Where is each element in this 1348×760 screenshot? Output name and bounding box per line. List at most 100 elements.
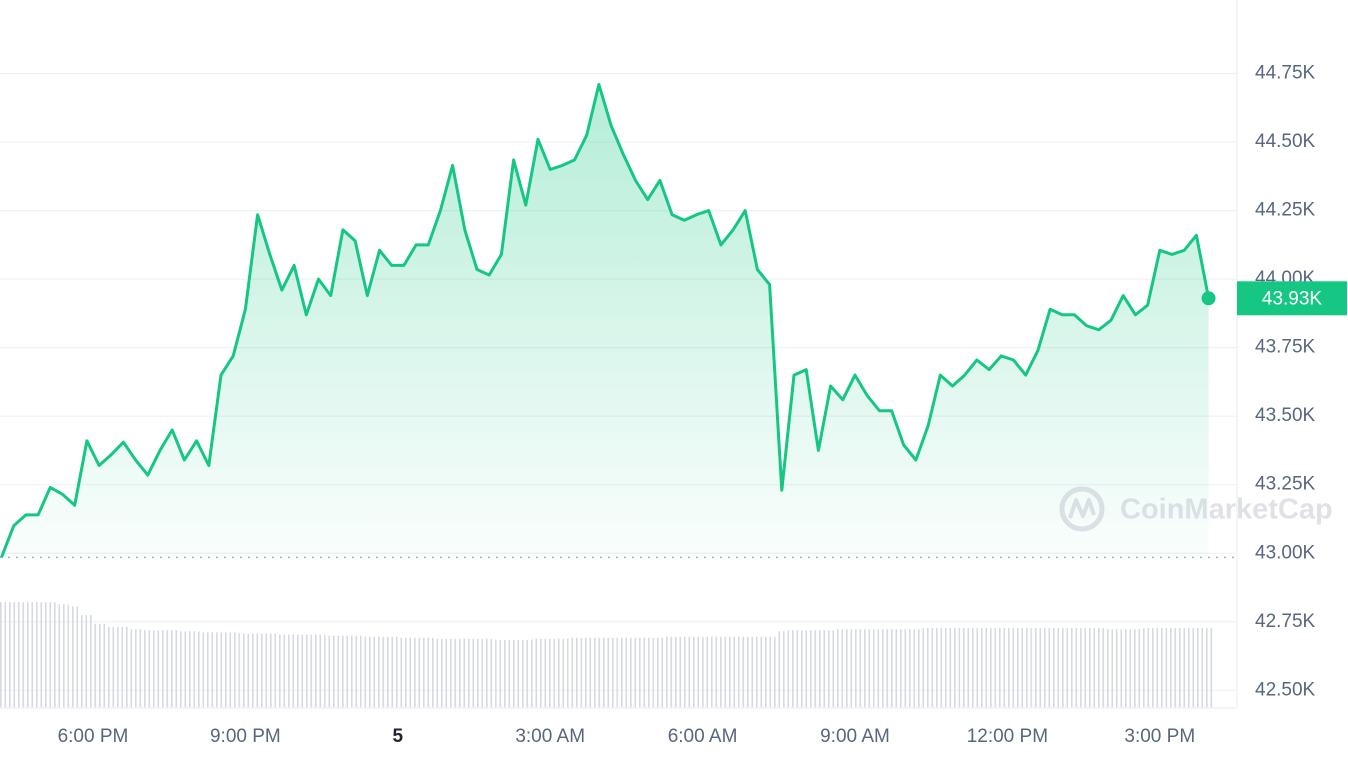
- volume-bar: [178, 631, 191, 708]
- volume-bar: [836, 629, 849, 708]
- volume-bar: [519, 639, 532, 708]
- volume-bar: [824, 630, 837, 708]
- volume-bar: [970, 628, 983, 708]
- volume-bar: [922, 628, 935, 708]
- volume-bar: [617, 637, 630, 708]
- y-tick-label: 43.50K: [1255, 405, 1316, 426]
- volume-bar: [275, 634, 289, 708]
- y-tick-label: 42.50K: [1255, 679, 1316, 700]
- volume-bar: [129, 629, 142, 708]
- volume-bar: [166, 630, 179, 708]
- volume-bar: [580, 637, 593, 708]
- x-tick-label: 9:00 PM: [210, 726, 281, 747]
- volume-bar: [678, 636, 691, 708]
- watermark-text: CoinMarketCap: [1120, 494, 1333, 526]
- volume-bar: [763, 636, 776, 708]
- volume-bar: [214, 632, 228, 708]
- volume-bar: [458, 638, 471, 708]
- volume-bar: [544, 638, 557, 708]
- volume-bar: [251, 633, 264, 708]
- overlay: 42.50K42.75K43.00K43.25K43.50K43.75K44.0…: [58, 63, 1347, 747]
- volume-bar: [434, 638, 447, 708]
- volume-bar: [495, 639, 508, 708]
- volume-bar: [641, 637, 654, 708]
- price-line: [0, 83, 1211, 558]
- volume-bar: [483, 638, 496, 708]
- volume-bar: [982, 628, 996, 708]
- last-point: [1201, 291, 1216, 306]
- volume-bar: [787, 630, 801, 708]
- volume-bar: [1117, 629, 1130, 708]
- volume-bar: [897, 629, 910, 708]
- volume-bar: [312, 634, 325, 708]
- price-area: [1, 84, 1209, 558]
- y-tick-label: 43.25K: [1255, 474, 1316, 495]
- volume-bar: [848, 629, 862, 708]
- volume-bar: [1153, 628, 1166, 708]
- y-tick-label: 44.50K: [1255, 131, 1316, 152]
- volume-bar: [397, 637, 410, 708]
- volume-bar: [288, 634, 301, 708]
- current-price-label: 43.93K: [1262, 288, 1323, 309]
- volume-bar: [300, 634, 313, 708]
- y-tick-label: 42.75K: [1255, 611, 1316, 632]
- volume-bar: [117, 627, 130, 708]
- volume-bar: [239, 633, 252, 708]
- volume-bar: [1043, 628, 1057, 708]
- volume-bar: [446, 638, 459, 708]
- volume-bar: [507, 639, 520, 708]
- volume-bar: [1031, 628, 1044, 708]
- volume-bar: [19, 602, 33, 708]
- volume-bar: [1068, 628, 1081, 708]
- y-tick-label: 44.75K: [1255, 63, 1316, 84]
- y-tick-label: 43.00K: [1255, 542, 1316, 563]
- volume-bar: [153, 630, 167, 708]
- volume-bar: [1129, 629, 1142, 708]
- volume-bar: [263, 633, 276, 708]
- volume-bar: [7, 602, 20, 708]
- volume-bar: [775, 631, 788, 708]
- volume: [0, 602, 1215, 708]
- volume-bar: [385, 636, 398, 708]
- volume-bar: [409, 637, 423, 708]
- volume-bar: [653, 637, 666, 708]
- volume-bar: [556, 638, 569, 708]
- volume-bar: [568, 637, 581, 708]
- volume-bar: [470, 638, 484, 708]
- watermark-logo: [1059, 486, 1105, 532]
- volume-bar: [1178, 628, 1191, 708]
- volume-bar: [349, 635, 362, 708]
- volume-bar: [1092, 628, 1105, 708]
- volume-bar: [0, 602, 8, 708]
- volume-bar: [665, 636, 679, 708]
- volume-bar: [605, 637, 618, 708]
- volume-bar: [68, 606, 81, 708]
- volume-bar: [324, 635, 337, 708]
- volume-bar: [336, 635, 350, 708]
- volume-bar: [373, 636, 386, 708]
- volume-bar: [812, 630, 825, 708]
- x-tick-label: 5: [392, 726, 403, 747]
- volume-bar: [44, 602, 57, 708]
- volume-bar: [361, 636, 374, 708]
- volume-bar: [105, 627, 118, 708]
- watermark-logo-mark: [1068, 498, 1096, 519]
- volume-bar: [227, 632, 240, 708]
- volume-bar: [1202, 628, 1215, 708]
- volume-bar: [202, 632, 215, 708]
- volume-bar: [739, 636, 752, 708]
- volume-bar: [690, 636, 703, 708]
- volume-bar: [1007, 628, 1020, 708]
- volume-bar: [629, 637, 642, 708]
- volume-bar: [1019, 628, 1032, 708]
- volume-bar: [885, 629, 898, 708]
- volume-bar: [995, 628, 1008, 708]
- volume-bar: [80, 615, 93, 708]
- volume-bar: [1056, 628, 1069, 708]
- current-price-box: [1237, 281, 1347, 316]
- volume-bar: [800, 630, 813, 708]
- volume-bar: [531, 638, 545, 708]
- watermark: CoinMarketCap: [1059, 486, 1333, 532]
- x-tick-label: 9:00 AM: [820, 726, 890, 747]
